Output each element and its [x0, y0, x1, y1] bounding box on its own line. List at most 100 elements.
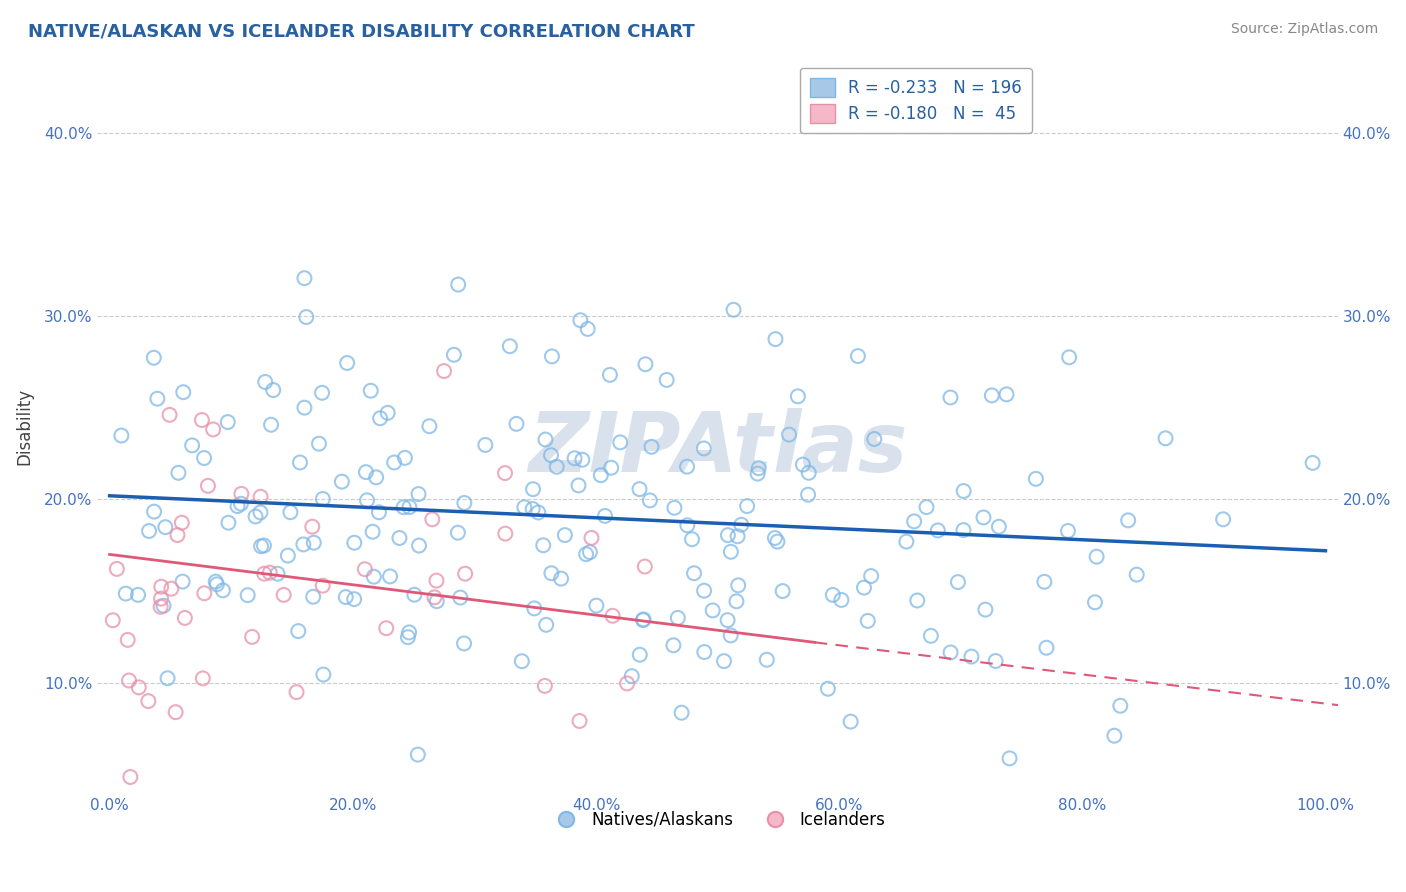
- Point: [569, 313, 592, 327]
- Point: [382, 455, 405, 469]
- Point: [420, 512, 443, 526]
- Point: [522, 502, 544, 516]
- Point: [510, 654, 533, 668]
- Point: [363, 570, 385, 584]
- Point: [927, 524, 949, 538]
- Point: [952, 523, 974, 537]
- Point: [1116, 513, 1139, 527]
- Point: [156, 671, 179, 685]
- Point: [792, 458, 814, 472]
- Point: [620, 669, 643, 683]
- Point: [202, 422, 225, 436]
- Point: [447, 277, 470, 292]
- Point: [335, 590, 357, 604]
- Point: [240, 630, 263, 644]
- Point: [585, 599, 607, 613]
- Point: [747, 467, 769, 481]
- Point: [998, 751, 1021, 765]
- Point: [609, 435, 631, 450]
- Point: [1125, 567, 1147, 582]
- Point: [1035, 640, 1057, 655]
- Point: [236, 588, 259, 602]
- Point: [713, 654, 735, 668]
- Point: [763, 531, 786, 545]
- Point: [602, 608, 624, 623]
- Point: [361, 524, 384, 539]
- Point: [217, 415, 239, 429]
- Point: [425, 574, 447, 588]
- Point: [128, 681, 150, 695]
- Point: [628, 648, 651, 662]
- Point: [765, 332, 787, 346]
- Point: [723, 302, 745, 317]
- Point: [1212, 512, 1234, 526]
- Point: [205, 577, 228, 591]
- Point: [249, 490, 271, 504]
- Point: [330, 475, 353, 489]
- Point: [786, 389, 808, 403]
- Point: [571, 452, 593, 467]
- Point: [856, 614, 879, 628]
- Point: [160, 582, 183, 596]
- Point: [513, 500, 536, 515]
- Point: [394, 450, 416, 465]
- Point: [217, 516, 239, 530]
- Point: [308, 436, 330, 450]
- Point: [655, 373, 678, 387]
- Point: [1057, 524, 1080, 538]
- Point: [404, 588, 426, 602]
- Point: [534, 433, 557, 447]
- Point: [980, 388, 1002, 402]
- Point: [499, 339, 522, 353]
- Point: [368, 411, 391, 425]
- Point: [433, 364, 456, 378]
- Point: [388, 531, 411, 545]
- Point: [170, 516, 193, 530]
- Point: [817, 681, 839, 696]
- Point: [454, 566, 477, 581]
- Point: [778, 427, 800, 442]
- Point: [494, 526, 516, 541]
- Point: [253, 539, 276, 553]
- Point: [253, 566, 276, 581]
- Point: [354, 465, 377, 479]
- Point: [640, 440, 662, 454]
- Point: [118, 673, 141, 688]
- Point: [312, 667, 335, 681]
- Point: [212, 583, 235, 598]
- Point: [522, 482, 544, 496]
- Point: [266, 566, 288, 581]
- Point: [720, 545, 742, 559]
- Point: [599, 368, 621, 382]
- Point: [181, 438, 204, 452]
- Point: [336, 356, 359, 370]
- Point: [671, 706, 693, 720]
- Point: [540, 448, 562, 462]
- Point: [398, 625, 420, 640]
- Text: NATIVE/ALASKAN VS ICELANDER DISABILITY CORRELATION CHART: NATIVE/ALASKAN VS ICELANDER DISABILITY C…: [28, 22, 695, 40]
- Point: [136, 694, 159, 708]
- Point: [226, 499, 249, 513]
- Point: [564, 451, 586, 466]
- Point: [920, 629, 942, 643]
- Legend: Natives/Alaskans, Icelanders: Natives/Alaskans, Icelanders: [543, 805, 893, 836]
- Point: [392, 500, 415, 515]
- Point: [505, 417, 527, 431]
- Point: [693, 442, 716, 456]
- Point: [193, 450, 215, 465]
- Point: [287, 624, 309, 639]
- Point: [105, 562, 128, 576]
- Point: [150, 591, 173, 606]
- Point: [984, 654, 1007, 668]
- Point: [550, 572, 572, 586]
- Point: [302, 590, 325, 604]
- Point: [581, 531, 603, 545]
- Point: [846, 349, 869, 363]
- Point: [453, 496, 475, 510]
- Point: [197, 479, 219, 493]
- Point: [853, 581, 876, 595]
- Point: [449, 591, 471, 605]
- Point: [453, 636, 475, 650]
- Point: [288, 455, 311, 469]
- Point: [138, 524, 160, 538]
